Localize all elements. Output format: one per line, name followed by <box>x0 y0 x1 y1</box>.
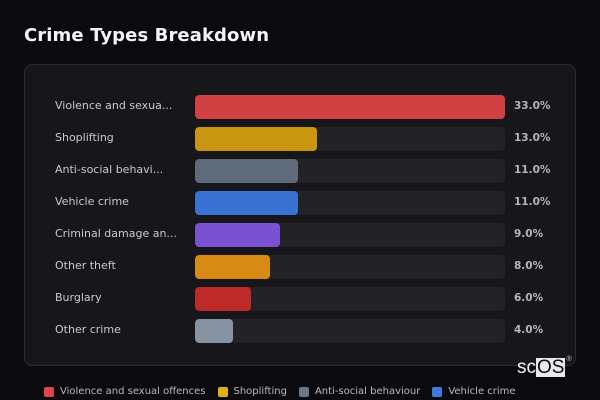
chart-title: Crime Types Breakdown <box>24 25 270 46</box>
legend-swatch-icon <box>298 386 309 397</box>
bar-track <box>195 319 505 343</box>
bar-row: Burglary 6.0% <box>25 287 575 311</box>
bar-row: Other theft 8.0% <box>25 255 575 279</box>
bar-label: Criminal damage an... <box>55 227 177 240</box>
legend-item[interactable]: Shoplifting <box>217 386 287 397</box>
bar-row: Vehicle crime 11.0% <box>25 191 575 215</box>
bar-fill[interactable] <box>195 95 505 119</box>
bar-value: 9.0% <box>514 228 544 240</box>
bar-track <box>195 95 505 119</box>
logo-text-sc: sc <box>517 357 536 378</box>
legend-swatch-icon <box>432 386 443 397</box>
legend-swatch-icon <box>44 386 54 397</box>
bar-label: Other theft <box>55 259 116 272</box>
bar-track <box>195 191 505 215</box>
legend-label: Violence and sexual offences <box>60 386 206 397</box>
registered-mark-icon: ® <box>566 356 572 363</box>
bar-label: Shoplifting <box>55 131 114 144</box>
bar-row: Other crime 4.0% <box>25 319 575 343</box>
legend-item[interactable]: Anti-social behaviour <box>298 386 421 397</box>
bar-value: 6.0% <box>514 292 544 304</box>
bar-track <box>195 223 505 247</box>
legend-item[interactable]: Vehicle crime <box>432 386 516 397</box>
bar-value: 8.0% <box>514 260 544 272</box>
bar-value: 11.0% <box>514 164 551 176</box>
bar-row: Criminal damage an... 9.0% <box>25 223 575 247</box>
bar-row: Anti-social behavi... 11.0% <box>25 159 575 183</box>
bar-label: Other crime <box>55 323 121 336</box>
bar-track <box>195 127 505 151</box>
logo-text-os: OS <box>536 357 566 378</box>
bar-fill[interactable] <box>195 159 299 183</box>
legend-item[interactable]: Violence and sexual offences <box>44 386 206 397</box>
bar-value: 33.0% <box>514 100 551 112</box>
chart-legend: Violence and sexual offences Shoplifting A… <box>44 386 516 397</box>
bar-fill[interactable] <box>195 255 271 279</box>
bar-track <box>195 159 505 183</box>
bar-fill[interactable] <box>195 191 299 215</box>
bar-value: 4.0% <box>514 324 544 336</box>
bar-fill[interactable] <box>195 287 252 311</box>
legend-label: Vehicle crime <box>448 386 516 397</box>
bar-value: 11.0% <box>514 196 551 208</box>
bar-fill[interactable] <box>195 319 233 343</box>
bar-fill[interactable] <box>195 127 318 151</box>
bar-value: 13.0% <box>514 132 551 144</box>
bar-row: Violence and sexua... 33.0% <box>25 95 575 119</box>
bar-track <box>195 255 505 279</box>
bar-row: Shoplifting 13.0% <box>25 127 575 151</box>
bar-label: Violence and sexua... <box>55 99 173 112</box>
legend-label: Shoplifting <box>233 386 287 397</box>
legend-swatch-icon <box>217 386 228 397</box>
bar-fill[interactable] <box>195 223 280 247</box>
legend-label: Anti-social behaviour <box>314 386 421 397</box>
bar-label: Anti-social behavi... <box>55 163 164 176</box>
bar-track <box>195 287 505 311</box>
bar-label: Burglary <box>55 291 102 304</box>
chart-card: Violence and sexua... 33.0% Shoplifting 13.… <box>24 64 576 366</box>
scos-logo: sc OS ® <box>517 356 572 378</box>
bar-label: Vehicle crime <box>55 195 129 208</box>
